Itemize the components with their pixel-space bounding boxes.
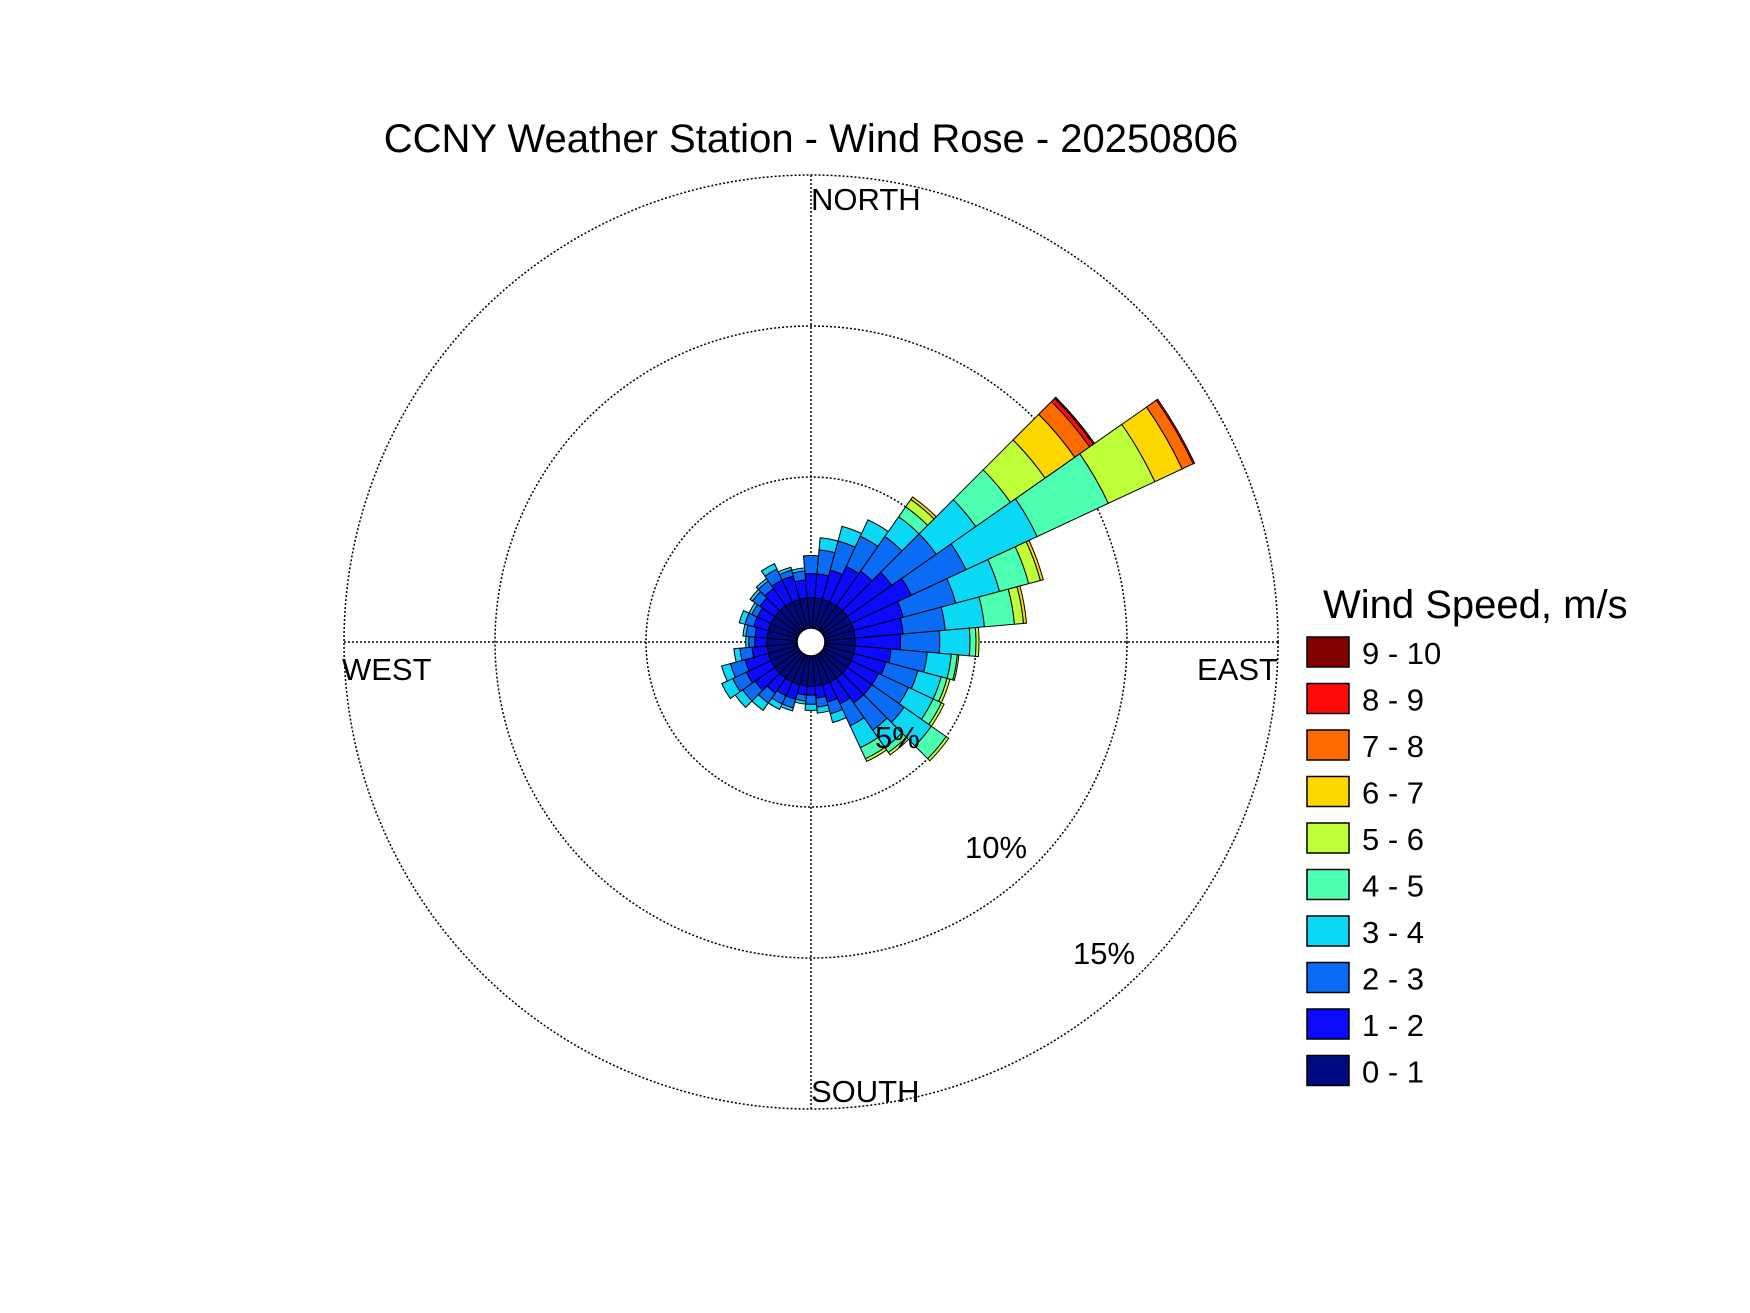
direction-label-north: NORTH	[811, 182, 921, 217]
legend-label-7: 2 - 3	[1362, 962, 1424, 997]
sector-240-bin-3	[721, 677, 741, 700]
direction-label-west: WEST	[342, 652, 432, 687]
sector-180-bin-2	[805, 694, 817, 705]
sector-350-bin-3	[791, 567, 806, 574]
legend-label-1: 8 - 9	[1362, 683, 1424, 718]
sector-90-bin-5	[974, 626, 980, 658]
ring-label-15: 15%	[1073, 936, 1135, 971]
legend-swatch-3	[1306, 775, 1350, 808]
legend-swatch-5	[1306, 868, 1350, 901]
sector-80-bin-6	[1016, 585, 1028, 624]
sector-180-bin-3	[804, 703, 818, 711]
sector-260-bin-3	[733, 647, 743, 663]
calm-center	[796, 627, 826, 657]
legend-swatch-2	[1306, 729, 1350, 761]
wind-sectors	[721, 396, 1196, 763]
legend-swatch-1	[1306, 682, 1350, 715]
direction-label-south: SOUTH	[811, 1074, 920, 1109]
sector-60-bin-8	[1155, 398, 1196, 465]
legend-label-3: 6 - 7	[1362, 776, 1424, 811]
sector-140-bin-5	[887, 736, 910, 756]
legend-label-4: 5 - 6	[1362, 822, 1424, 857]
sector-0-bin-2	[802, 555, 820, 575]
legend-label-5: 4 - 5	[1362, 869, 1424, 904]
sector-270-bin-1	[754, 636, 768, 648]
legend-title: Wind Speed, m/s	[1323, 583, 1628, 627]
legend-label-9: 0 - 1	[1362, 1055, 1424, 1090]
legend-swatch-6	[1306, 915, 1350, 947]
legend-swatch-4	[1306, 822, 1350, 854]
sector-290-bin-3	[738, 609, 750, 625]
ring-labels: 5% 10% 15%	[875, 720, 1135, 971]
sector-270-bin-3	[745, 635, 750, 649]
legend-swatch-8	[1306, 1008, 1350, 1040]
sector-180-bin-1	[805, 685, 817, 696]
legend-label-2: 7 - 8	[1362, 729, 1424, 764]
chart-title: CCNY Weather Station - Wind Rose - 20250…	[384, 117, 1239, 161]
direction-labels: NORTH SOUTH WEST EAST	[342, 182, 1278, 1109]
legend: Wind Speed, m/s 9 - 10 8 - 9 7 - 8 6 - 7 5 -…	[1306, 583, 1628, 1090]
ring-10	[494, 325, 1128, 959]
sector-100-bin-5	[952, 654, 960, 682]
legend-label-6: 3 - 4	[1362, 915, 1424, 950]
sector-90-bin-4	[968, 627, 977, 657]
legend-swatch-0	[1306, 636, 1350, 668]
legend-items: 9 - 10 8 - 9 7 - 8 6 - 7 5 - 6 4 - 5 3 - 4 2 - …	[1306, 636, 1441, 1090]
sector-160-bin-3	[829, 708, 847, 724]
legend-label-0: 9 - 10	[1362, 636, 1441, 671]
legend-swatch-9	[1306, 1054, 1350, 1087]
ring-label-5: 5%	[875, 720, 920, 755]
sector-130-bin-5	[926, 735, 950, 762]
sector-70-bin-6	[1025, 539, 1044, 582]
sector-270-bin-2	[748, 636, 756, 648]
direction-label-east: EAST	[1197, 652, 1278, 687]
sector-330-bin-3	[760, 562, 778, 577]
sector-250-bin-3	[721, 662, 737, 682]
sector-340-bin-3	[777, 566, 793, 576]
sector-150-bin-5	[864, 746, 888, 763]
sector-90-bin-3	[938, 627, 971, 657]
legend-swatch-7	[1306, 961, 1350, 994]
ring-label-10: 10%	[965, 830, 1027, 865]
legend-label-8: 1 - 2	[1362, 1008, 1424, 1043]
sector-170-bin-3	[816, 704, 831, 714]
